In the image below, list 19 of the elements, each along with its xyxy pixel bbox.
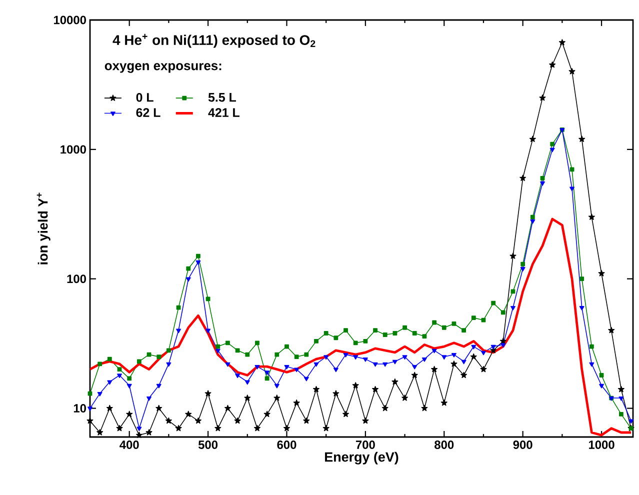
x-tick-label: 500 [198,440,218,449]
legend-label: 0 L [136,92,154,102]
legend-title: oxygen exposures: [104,63,222,73]
legend-label: 62 L [136,108,160,117]
legend-label: 5.5 L [208,93,236,102]
legend-label: 421 L [208,108,240,117]
x-tick-label: 700 [356,440,375,449]
y-tick-label: 1000 [60,145,86,154]
x-tick-label: 1000 [588,440,614,449]
y-tick-label: 10000 [54,16,86,24]
x-axis-title: Energy (eV) [325,452,398,464]
y-tick-label: 10 [74,404,86,413]
x-tick-label: 600 [277,440,296,449]
x-tick-label: 900 [513,440,532,449]
x-tick-label: 800 [434,440,454,449]
x-tick-label: 400 [120,440,139,449]
text: 4 He$^{+}$ on Ni(111) exposed to O$_{2}$ [112,34,316,48]
y-axis-title: ion yield Y$^{+}$ [36,192,50,264]
y-tick-label: 100 [67,274,86,284]
